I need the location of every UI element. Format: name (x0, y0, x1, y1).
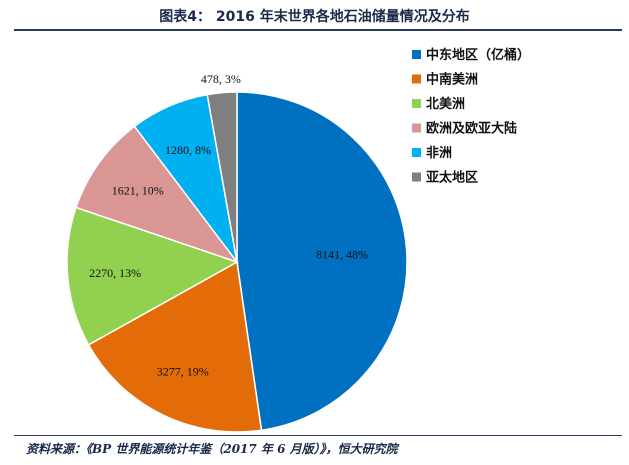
source-note: 资料来源：《BP 世界能源统计年鉴（2017 年 6 月版）》，恒大研究院 (26, 442, 398, 456)
legend-swatch (412, 50, 421, 59)
pie-chart: 8141, 48% 3277, 19% 2270, 13% 1621, 10% 1280… (66, 47, 530, 433)
legend-label: 中东地区（亿桶） (426, 47, 530, 63)
legend-label: 非洲 (426, 145, 452, 161)
pie-slice (236, 91, 408, 432)
legend-swatch (412, 74, 421, 84)
legend-swatch (412, 123, 421, 133)
title-divider (14, 29, 622, 31)
slice-label: 1280, 8% (165, 143, 211, 157)
legend-swatch (412, 99, 421, 108)
slice-label: 2270, 13% (89, 266, 141, 280)
legend-swatch (412, 148, 421, 157)
slice-labels: 8141, 48% 3277, 19% 2270, 13% 1621, 10% 1280… (89, 72, 368, 379)
pie-slices (66, 91, 408, 433)
pie-slice (75, 125, 240, 264)
legend-label: 中南美洲 (426, 72, 478, 88)
legend-swatch (412, 172, 421, 182)
pie-slice (206, 91, 238, 263)
legend-label: 北美洲 (426, 96, 465, 112)
pie-slice (87, 260, 263, 433)
chart-title: 图表4： 2016 年末世界各地石油储量情况及分布 (159, 9, 470, 25)
slice-label: 3277, 19% (157, 365, 209, 379)
pie-slice (66, 206, 239, 346)
legend-label: 欧洲及欧亚大陆 (426, 121, 517, 137)
slice-label: 1621, 10% (112, 183, 164, 197)
legend-label: 亚太地区 (426, 170, 478, 186)
slice-label: 478, 3% (201, 72, 241, 86)
source-divider (14, 435, 622, 436)
slice-label: 8141, 48% (316, 247, 368, 261)
